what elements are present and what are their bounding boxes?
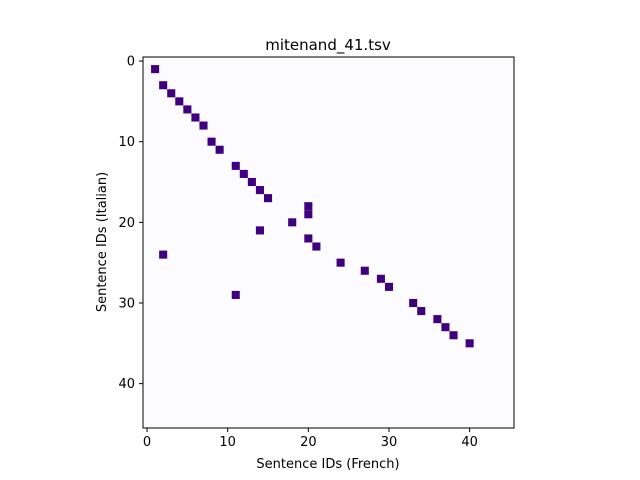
y-tick-label: 20: [118, 216, 135, 231]
y-tick-label: 0: [127, 55, 135, 70]
y-axis: 0 10 20 30 40: [118, 55, 143, 392]
heatmap-cell: [336, 258, 345, 267]
x-tick-label: 0: [143, 435, 151, 450]
heatmap-cell: [263, 194, 273, 203]
heatmap-cell: [312, 242, 321, 251]
heatmap-cell: [159, 250, 168, 259]
heatmap-cell: [151, 65, 160, 74]
heatmap-cell: [441, 323, 450, 332]
heatmap-cell: [304, 210, 313, 219]
x-tick-label: 30: [381, 435, 398, 450]
heatmap-cell: [255, 186, 264, 195]
heatmap-cell: [288, 218, 297, 227]
heatmap-cell: [449, 331, 458, 340]
heatmap-cell: [183, 105, 192, 114]
x-axis: 0 10 20 30 40: [143, 428, 478, 450]
heatmap-cell: [231, 290, 240, 299]
heatmap-cell: [199, 121, 208, 130]
chart-title: mitenand_41.tsv: [265, 36, 391, 55]
heatmap-cell: [247, 177, 256, 187]
heatmap-cell: [191, 113, 200, 122]
heatmap-cell: [384, 282, 394, 291]
y-tick-label: 40: [118, 377, 135, 392]
heatmap-cell: [255, 226, 264, 235]
plot-frame: [142, 56, 515, 429]
heatmap-cell: [376, 274, 385, 283]
heatmap-cell: [417, 307, 426, 316]
heatmap-cell: [215, 145, 224, 154]
heatmap-cell: [409, 298, 418, 308]
y-tick-label: 10: [118, 135, 135, 150]
heatmap-cell: [175, 97, 184, 106]
y-tick-label: 30: [118, 296, 135, 311]
heatmap-cell: [231, 161, 240, 170]
x-tick-label: 20: [300, 435, 317, 450]
heatmap-cell: [304, 234, 313, 243]
y-axis-label: Sentence IDs (Italian): [95, 172, 110, 312]
heatmap-background: [143, 57, 514, 428]
plot-area: [142, 56, 515, 429]
heatmap-cell: [304, 202, 313, 211]
heatmap-cell: [239, 169, 248, 178]
heatmap-cell: [167, 89, 176, 98]
heatmap-cell: [207, 137, 216, 146]
heatmap-cell: [360, 266, 369, 275]
x-tick-label: 40: [461, 435, 478, 450]
heatmap-cell: [433, 315, 442, 324]
heatmap-cell: [159, 81, 168, 90]
x-tick-label: 10: [219, 435, 236, 450]
x-axis-label: Sentence IDs (French): [256, 457, 399, 472]
heatmap-cell: [465, 339, 474, 348]
